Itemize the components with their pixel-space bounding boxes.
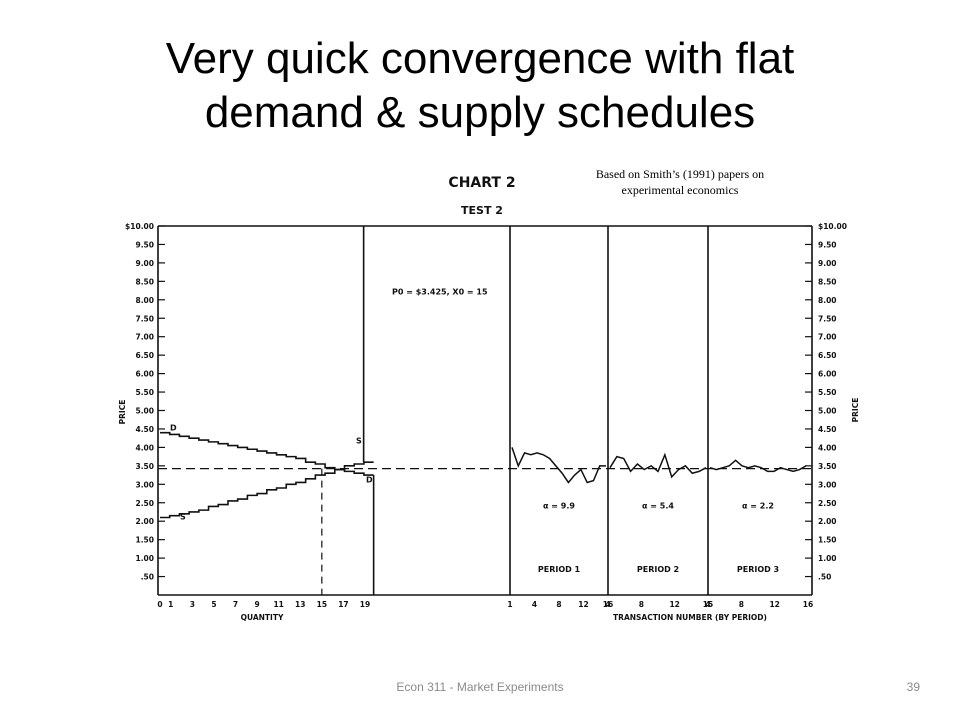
y-tick-label-left: 5.00	[135, 407, 154, 416]
y-tick-label-right: 1.00	[818, 554, 837, 563]
y-tick-label-left: 2.50	[135, 499, 154, 508]
y-tick-label-left: 6.00	[135, 370, 154, 379]
y-tick-label-right: 6.50	[818, 351, 837, 360]
x-tick-label-quantity: 7	[233, 600, 238, 609]
y-tick-label-left: 3.50	[135, 462, 154, 471]
supply-step-curve	[160, 461, 374, 519]
chart-subtitle: TEST 2	[461, 204, 503, 217]
y-tick-label-right: 8.50	[818, 277, 837, 286]
y-tick-label-left: 8.50	[135, 277, 154, 286]
slide-title: Very quick convergence with flat demand …	[0, 32, 960, 140]
x-tick-label-transaction: 12	[578, 600, 588, 609]
period-label: PERIOD 2	[637, 565, 679, 574]
y-tick-label-left: 1.00	[135, 554, 154, 563]
footer-text: Econ 311 - Market Experiments	[396, 680, 564, 694]
y-tick-label-right: 9.50	[818, 240, 837, 249]
source-credit: Based on Smith’s (1991) papers on experi…	[560, 166, 800, 198]
y-tick-label-right: 4.00	[818, 443, 837, 452]
y-tick-label-right: 4.50	[818, 425, 837, 434]
x-axis-title-quantity: QUANTITY	[241, 613, 284, 622]
y-tick-label-left: 4.50	[135, 425, 154, 434]
x-tick-label-quantity: 5	[211, 600, 216, 609]
y-tick-label-right: 1.50	[818, 536, 837, 545]
y-tick-label-left: 2.00	[135, 517, 154, 526]
y-tick-label-left: 8.00	[135, 296, 154, 305]
slide-title-line-1: Very quick convergence with flat	[165, 34, 795, 83]
period-label: PERIOD 1	[538, 565, 581, 574]
chart-title: CHART 2	[448, 175, 515, 191]
y-tick-label-left: .50	[141, 573, 154, 582]
x-tick-label-transaction: 12	[769, 600, 779, 609]
transaction-price-series	[609, 452, 707, 479]
y-tick-label-right: 9.00	[818, 259, 837, 268]
y-tick-label-left: $10.00	[125, 222, 154, 231]
x-axis-title-transaction: TRANSACTION NUMBER (BY PERIOD)	[613, 613, 767, 622]
y-tick-label-left: 1.50	[135, 536, 154, 545]
x-tick-label-transaction: 4	[532, 600, 537, 609]
demand-label-left: D	[170, 424, 177, 433]
y-tick-label-left: 9.00	[135, 259, 154, 268]
x-tick-label-transaction: 4	[605, 600, 610, 609]
y-tick-label-right: $10.00	[818, 222, 847, 231]
supply-label-right: S	[356, 437, 362, 446]
y-tick-label-right: 7.50	[818, 314, 837, 323]
x-tick-label-transaction: 16	[603, 600, 613, 609]
x-tick-label-quantity: 1	[168, 600, 173, 609]
page-number: 39	[906, 680, 920, 694]
x-tick-label-transaction: 8	[556, 600, 561, 609]
credit-line-2: experimental economics	[621, 183, 739, 197]
y-axis-title-left: PRICE	[118, 400, 127, 425]
x-tick-label-quantity: 11	[273, 600, 283, 609]
y-tick-label-right: 2.00	[818, 517, 837, 526]
x-tick-label-transaction: 12	[669, 600, 679, 609]
supply-label-left: S	[180, 512, 186, 521]
x-tick-label-transaction: 4	[705, 600, 710, 609]
x-tick-label-quantity: 19	[360, 600, 370, 609]
y-tick-label-left: 7.50	[135, 314, 154, 323]
demand-label-right: D	[366, 475, 373, 484]
y-tick-label-right: .50	[818, 573, 831, 582]
y-tick-label-right: 8.00	[818, 296, 837, 305]
y-tick-label-left: 6.50	[135, 351, 154, 360]
equilibrium-label: P0 = $3.425, X0 = 15	[392, 287, 488, 296]
x-tick-label-quantity: 13	[295, 600, 305, 609]
credit-line-1: Based on Smith’s (1991) papers on	[595, 167, 765, 181]
y-tick-label-left: 9.50	[135, 240, 154, 249]
y-tick-label-right: 7.00	[818, 333, 837, 342]
y-tick-label-right: 3.50	[818, 462, 837, 471]
y-tick-label-left: 5.50	[135, 388, 154, 397]
plot-area: .501.001.502.002.503.003.504.004.505.005…	[118, 222, 860, 622]
x-tick-label-transaction: 8	[639, 600, 644, 609]
x-tick-label-transaction: 16	[803, 600, 813, 609]
x-tick-label-transaction: 1	[507, 600, 512, 609]
x-tick-label-quantity: 3	[190, 600, 195, 609]
transaction-price-series	[709, 459, 807, 473]
slide-title-line-2: demand & supply schedules	[204, 88, 756, 137]
transaction-price-series	[511, 447, 606, 484]
x-tick-label-quantity: 15	[317, 600, 327, 609]
y-tick-label-right: 2.50	[818, 499, 837, 508]
y-tick-label-right: 5.00	[818, 407, 837, 416]
period-alpha-label: α = 2.2	[742, 501, 774, 510]
y-tick-label-right: 3.00	[818, 480, 837, 489]
y-axis-title-right: PRICE	[851, 398, 860, 423]
y-tick-label-left: 7.00	[135, 333, 154, 342]
period-label: PERIOD 3	[737, 565, 779, 574]
x-tick-label-quantity: 9	[254, 600, 259, 609]
x-tick-label-quantity: 0	[157, 600, 162, 609]
x-tick-label-transaction: 15	[703, 600, 713, 609]
period-alpha-label: α = 5.4	[642, 501, 674, 510]
x-tick-label-transaction: 8	[739, 600, 744, 609]
y-tick-label-left: 4.00	[135, 443, 154, 452]
y-tick-label-right: 6.00	[818, 370, 837, 379]
x-tick-label-quantity: 17	[338, 600, 348, 609]
period-alpha-label: α = 9.9	[543, 501, 575, 510]
y-tick-label-right: 5.50	[818, 388, 837, 397]
y-tick-label-left: 3.00	[135, 480, 154, 489]
